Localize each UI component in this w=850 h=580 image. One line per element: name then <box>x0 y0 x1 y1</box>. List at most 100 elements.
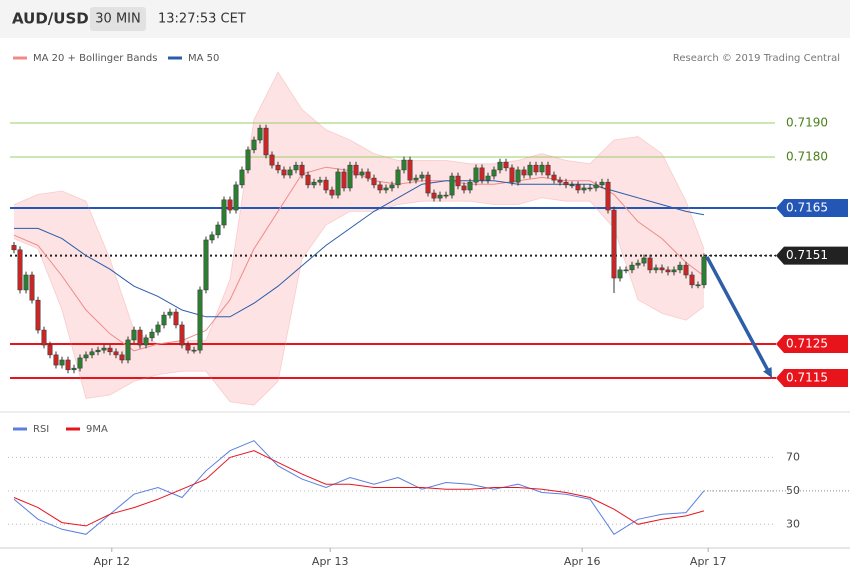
candle-body <box>371 177 377 186</box>
candle-body <box>551 174 557 181</box>
candle-body <box>419 174 425 179</box>
candle-body <box>35 299 41 331</box>
candle-body <box>299 164 305 176</box>
candle-body <box>305 174 311 186</box>
y-tick-label: 30 <box>786 517 800 530</box>
candle-body <box>359 171 365 176</box>
candle-body <box>461 185 467 191</box>
candle-body <box>11 245 17 251</box>
candle-body <box>449 175 455 196</box>
candle-body <box>65 359 71 371</box>
candle-body <box>611 209 617 279</box>
forecast-arrow <box>705 256 770 372</box>
candle-body <box>389 184 395 189</box>
candle-body <box>557 179 563 183</box>
candle-body <box>593 184 599 189</box>
interval-box <box>90 7 146 31</box>
x-tick-label: Apr 13 <box>312 555 349 568</box>
rsi-line <box>13 450 705 527</box>
candle-body <box>641 257 647 264</box>
candle-body <box>395 169 401 186</box>
candle-body <box>521 169 527 176</box>
candle-body <box>101 347 107 351</box>
candle-body <box>167 311 173 316</box>
candle-body <box>539 164 545 173</box>
candle-body <box>77 357 83 369</box>
candle-body <box>431 192 437 199</box>
candle-body <box>623 269 629 272</box>
candle-body <box>509 167 515 183</box>
candle-body <box>53 354 59 366</box>
candle-body <box>587 187 593 190</box>
candle-body <box>215 224 221 236</box>
x-tick-label: Apr 12 <box>94 555 131 568</box>
candle-body <box>635 262 641 266</box>
candle-body <box>341 171 347 189</box>
candle-body <box>245 149 251 171</box>
level-label: 0.7115 <box>786 371 828 385</box>
interval: 30 MIN <box>95 12 140 27</box>
band-edge <box>13 197 705 406</box>
legend-label: MA 20 + Bollinger Bands <box>33 53 157 64</box>
candle-body <box>677 264 683 271</box>
candle-body <box>491 169 497 177</box>
y-tick-label: 70 <box>786 450 800 463</box>
candle-body <box>47 344 53 356</box>
candle-body <box>653 267 659 271</box>
candle-body <box>659 267 665 271</box>
x-tick-label: Apr 16 <box>564 555 601 568</box>
candle-body <box>533 164 539 173</box>
candle-body <box>335 171 341 196</box>
candle-body <box>23 274 29 291</box>
candle-body <box>317 179 323 183</box>
candle-body <box>467 181 473 191</box>
candle-body <box>443 194 449 197</box>
candle-body <box>347 164 353 189</box>
candle-body <box>71 367 77 371</box>
level-box <box>776 369 848 387</box>
candle-body <box>221 199 227 226</box>
candle-body <box>227 199 233 211</box>
legend-label: 9MA <box>86 424 108 435</box>
candle-body <box>119 354 125 361</box>
candle-body <box>311 181 317 186</box>
candle-body <box>257 127 263 141</box>
candle-body <box>185 344 191 351</box>
candle-body <box>665 269 671 273</box>
candle-body <box>143 337 149 346</box>
candle-body <box>239 169 245 186</box>
bollinger-band <box>14 72 704 406</box>
y-tick-label: 50 <box>786 484 800 497</box>
candle-body <box>617 269 623 279</box>
candle-body <box>287 169 293 176</box>
candle-body <box>113 351 119 356</box>
candle-body <box>599 181 605 186</box>
level-label: 0.7180 <box>786 150 828 164</box>
candle-body <box>401 159 407 171</box>
level-label: 0.7125 <box>786 337 828 351</box>
rsi-line <box>13 440 705 535</box>
level-label: 0.7165 <box>786 201 828 215</box>
level-box <box>776 335 848 353</box>
candle-body <box>269 154 275 166</box>
candle-body <box>131 329 137 341</box>
band-edge <box>13 71 705 345</box>
candle-body <box>263 127 269 156</box>
candle-body <box>203 239 209 291</box>
candle-body <box>497 161 503 171</box>
candle-body <box>413 177 419 181</box>
x-tick-label: Apr 17 <box>690 555 727 568</box>
candle-body <box>329 189 335 196</box>
candle-body <box>149 331 155 339</box>
candle-body <box>251 139 257 151</box>
candle-body <box>323 179 329 191</box>
candle-body <box>383 187 389 191</box>
level-box <box>776 246 848 265</box>
candle-body <box>293 164 299 171</box>
candle-body <box>83 354 89 359</box>
candle-body <box>485 175 491 181</box>
level-label: 0.7190 <box>786 116 828 130</box>
candle-body <box>701 256 707 286</box>
candle-body <box>695 284 701 287</box>
candle-body <box>179 324 185 346</box>
